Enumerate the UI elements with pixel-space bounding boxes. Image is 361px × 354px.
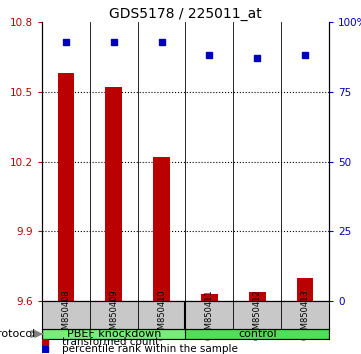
Bar — [42, 329, 186, 339]
Text: control: control — [238, 329, 277, 339]
Text: GSM850411: GSM850411 — [205, 290, 214, 340]
Text: GSM850413: GSM850413 — [301, 290, 310, 341]
Bar — [153, 157, 170, 301]
Text: transformed count: transformed count — [62, 337, 159, 347]
Bar — [297, 278, 313, 301]
Text: GSM850409: GSM850409 — [109, 290, 118, 340]
Bar — [186, 329, 329, 339]
Text: percentile rank within the sample: percentile rank within the sample — [62, 344, 238, 354]
Text: protocol: protocol — [0, 329, 35, 339]
Text: GSM850408: GSM850408 — [61, 290, 70, 341]
Bar — [249, 292, 266, 301]
Text: GSM850412: GSM850412 — [253, 290, 262, 340]
Text: PBEF knockdown: PBEF knockdown — [66, 329, 161, 339]
Bar — [105, 87, 122, 301]
Title: GDS5178 / 225011_at: GDS5178 / 225011_at — [109, 7, 262, 21]
Text: GSM850410: GSM850410 — [157, 290, 166, 340]
Bar — [201, 294, 218, 301]
Bar — [57, 73, 74, 301]
